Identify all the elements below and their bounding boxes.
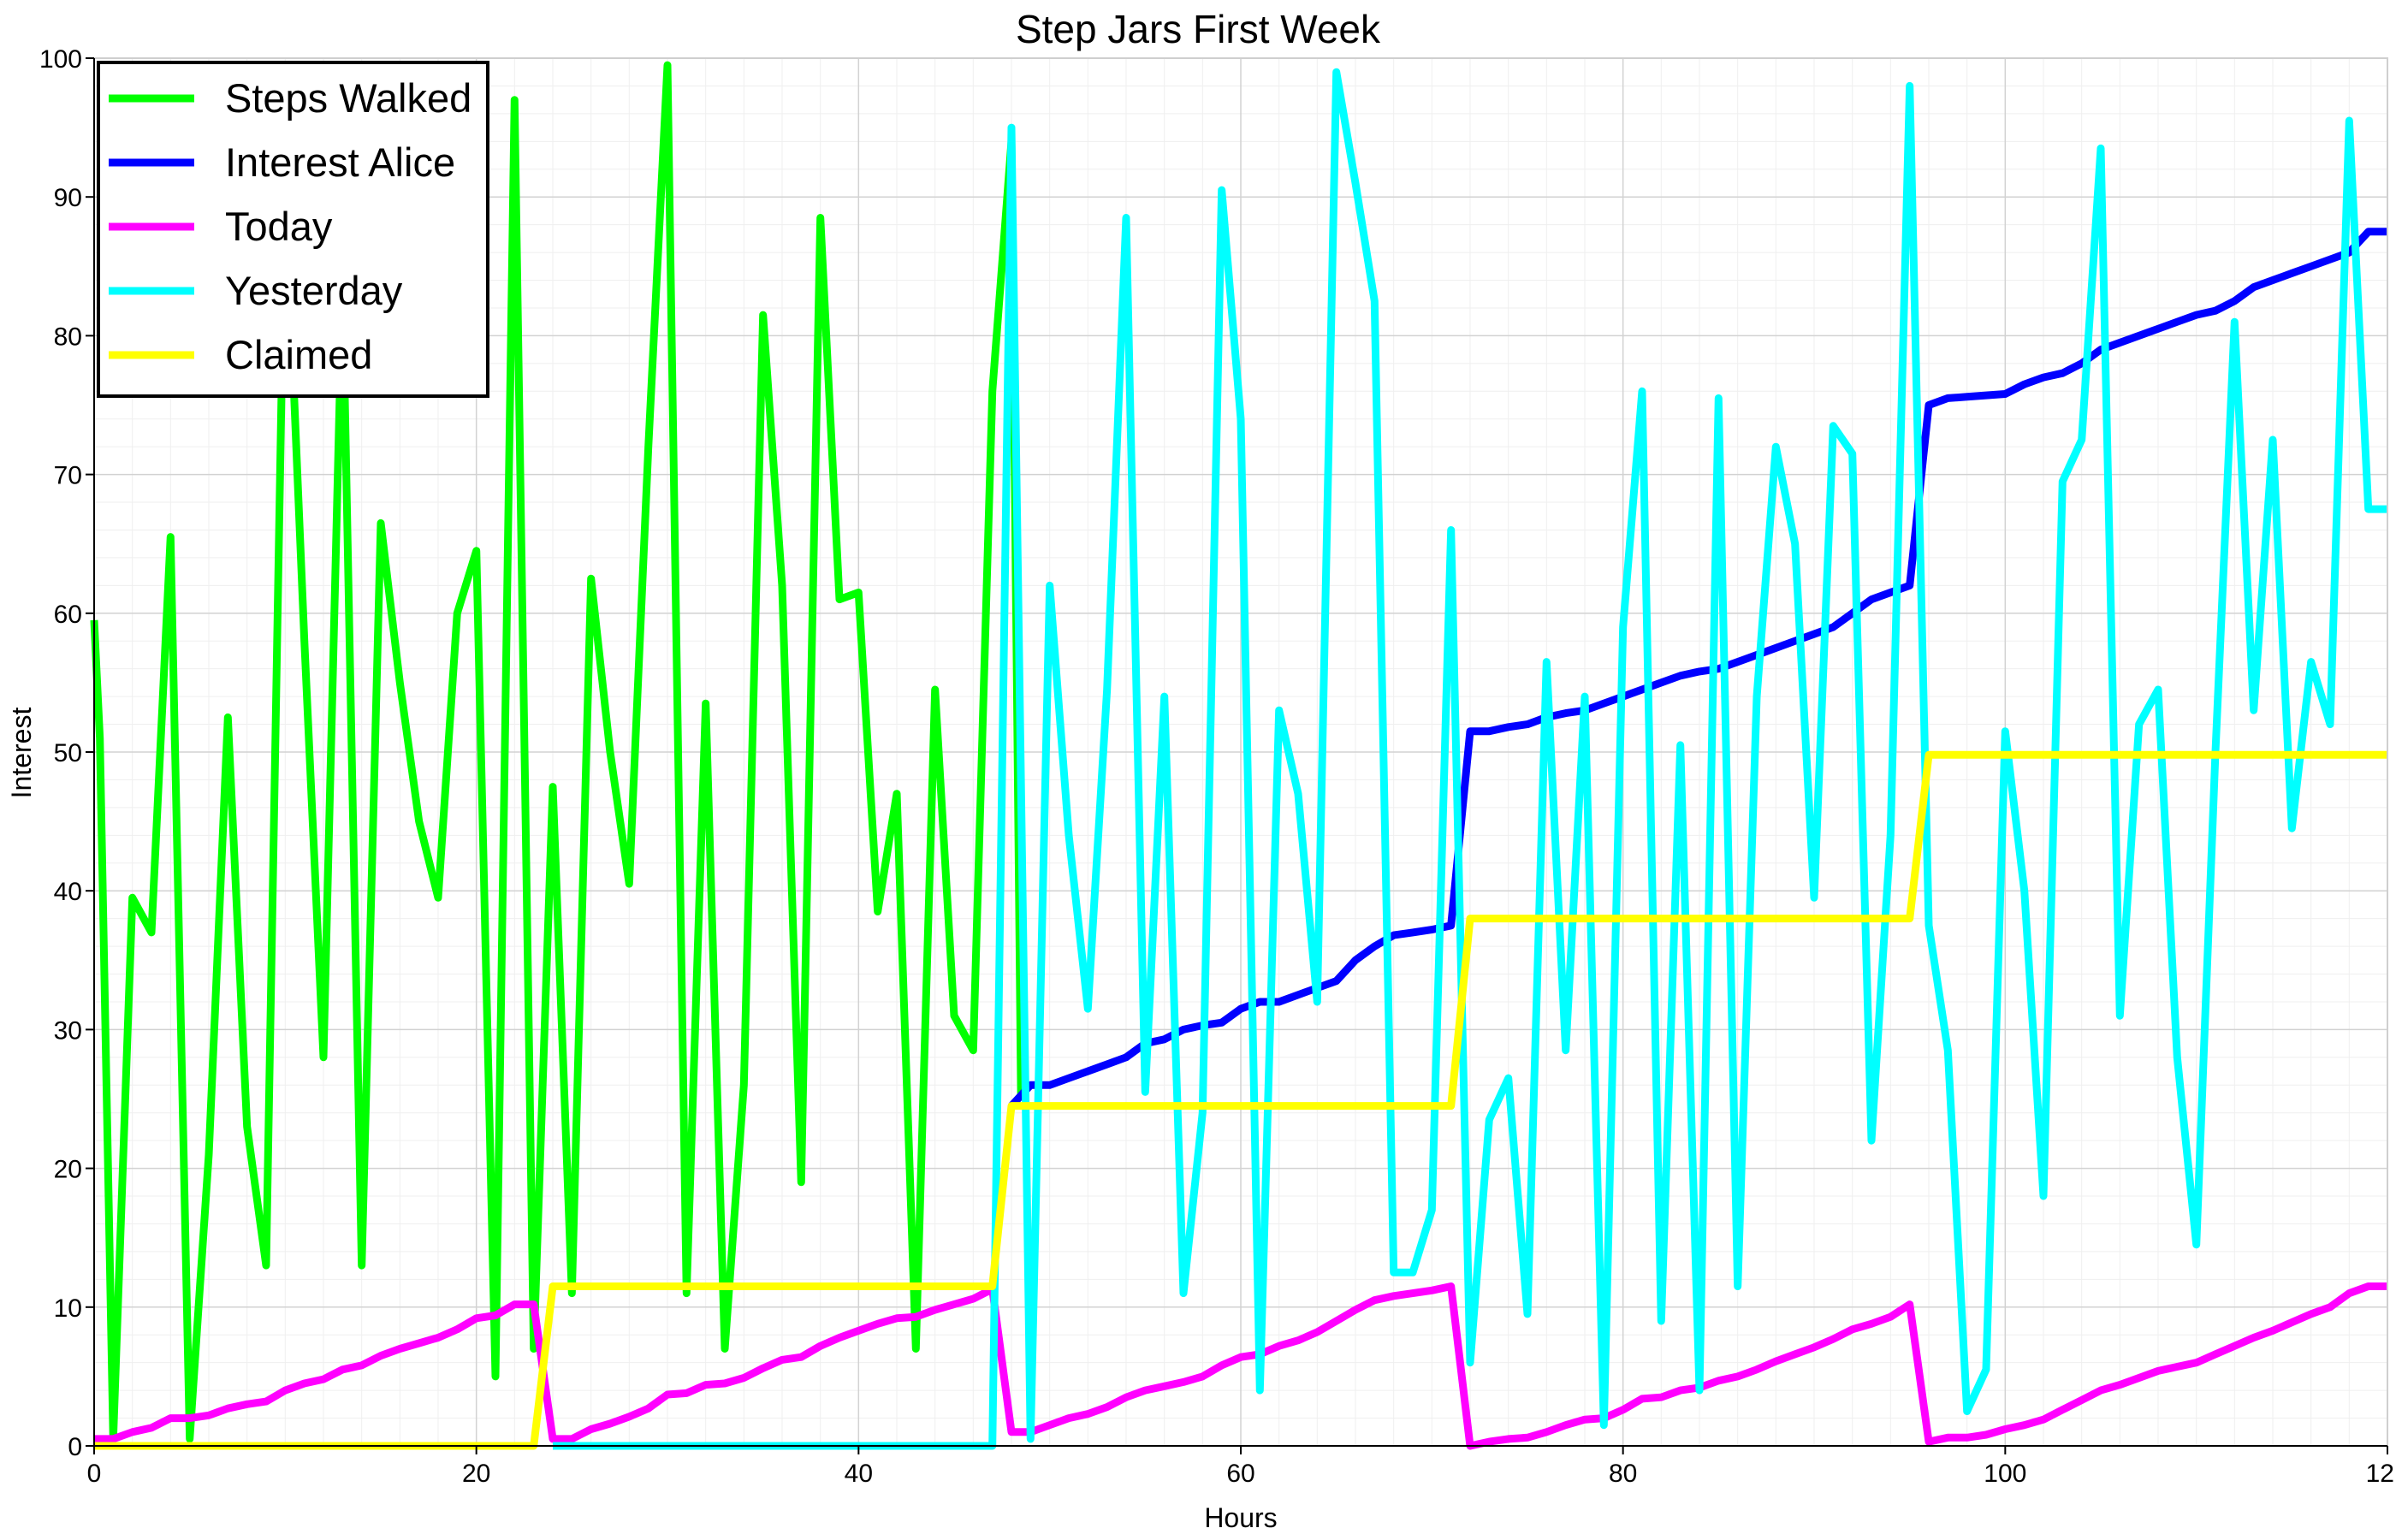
x-tick-label: 80 — [1609, 1460, 1637, 1488]
legend: Steps Walked Interest Alice Today Yesterday… — [97, 61, 489, 398]
y-tick-label: 40 — [54, 878, 82, 906]
y-tick-label: 20 — [54, 1156, 82, 1184]
y-axis-ticks: 0 10 20 30 40 50 60 70 80 90 100 — [39, 45, 94, 1461]
y-tick-label: 70 — [54, 462, 82, 490]
legend-label: Claimed — [225, 332, 372, 377]
y-tick-label: 100 — [39, 45, 82, 74]
x-tick-label: 20 — [462, 1460, 490, 1488]
series-line-claimed — [94, 750, 2387, 1450]
x-axis-label: Hours — [1204, 1502, 1277, 1533]
series-line-steps-walked — [90, 61, 1025, 1443]
series-line-today — [94, 1282, 2387, 1450]
y-tick-label: 30 — [54, 1016, 82, 1045]
y-tick-label: 10 — [54, 1294, 82, 1323]
y-axis-label: Interest — [6, 708, 37, 799]
x-tick-label: 60 — [1226, 1460, 1254, 1488]
y-tick-label: 60 — [54, 601, 82, 629]
legend-label: Today — [225, 204, 333, 249]
chart-title: Step Jars First Week — [1016, 7, 1381, 51]
x-tick-label: 100 — [1984, 1460, 2026, 1488]
legend-label: Steps Walked — [225, 75, 471, 121]
legend-label: Interest Alice — [225, 139, 455, 185]
x-tick-label: 40 — [845, 1460, 873, 1488]
x-axis-ticks: 0 20 40 60 80 100 12 — [87, 1446, 2394, 1488]
y-tick-label: 0 — [68, 1433, 82, 1461]
y-tick-label: 80 — [54, 323, 82, 351]
y-tick-label: 50 — [54, 739, 82, 767]
x-tick-label: 12 — [2366, 1460, 2394, 1488]
legend-label: Yesterday — [225, 268, 403, 313]
series-line-interest-alice — [1008, 228, 2387, 1109]
y-tick-label: 90 — [54, 184, 82, 212]
x-tick-label: 0 — [87, 1460, 102, 1488]
